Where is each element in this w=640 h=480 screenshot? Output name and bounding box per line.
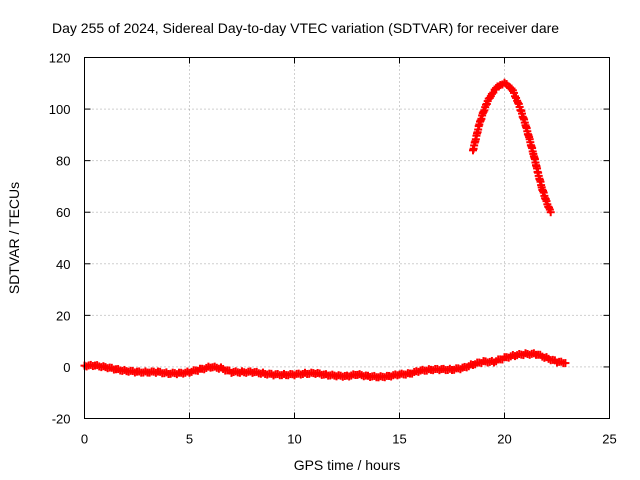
data-point	[511, 92, 519, 101]
x-tick-label: 10	[287, 432, 301, 447]
grid	[84, 57, 610, 419]
x-tick-label: 15	[392, 432, 406, 447]
y-axis-label: SDTVAR / TECUs	[6, 182, 22, 294]
x-axis-label: GPS time / hours	[294, 457, 401, 473]
series	[80, 349, 570, 382]
data-point	[546, 208, 555, 217]
chart-title: Day 255 of 2024, Sidereal Day-to-day VTE…	[52, 20, 559, 36]
y-tick-label: 80	[56, 154, 70, 169]
x-tick-label: 0	[81, 432, 88, 447]
y-tick-label: 0	[63, 360, 70, 375]
y-tick-label: 20	[56, 308, 70, 323]
x-tick-labels: 0 5 10 15 20 25	[81, 432, 617, 447]
data-marks	[80, 78, 570, 382]
plot-frame	[84, 57, 610, 419]
y-tick-label: 100	[49, 102, 71, 117]
y-tick-label: 60	[56, 205, 70, 220]
series	[469, 78, 555, 217]
y-tick-label: -20	[52, 412, 71, 427]
axis-ticks	[84, 57, 610, 419]
data-point	[561, 359, 570, 368]
y-tick-labels: -20 0 20 40 60 80 100 120	[49, 51, 71, 427]
x-tick-label: 20	[497, 432, 511, 447]
x-tick-label: 5	[186, 432, 193, 447]
y-tick-label: 120	[49, 51, 71, 66]
x-tick-label: 25	[602, 432, 616, 447]
data-point	[487, 89, 496, 98]
y-tick-label: 40	[56, 257, 70, 272]
